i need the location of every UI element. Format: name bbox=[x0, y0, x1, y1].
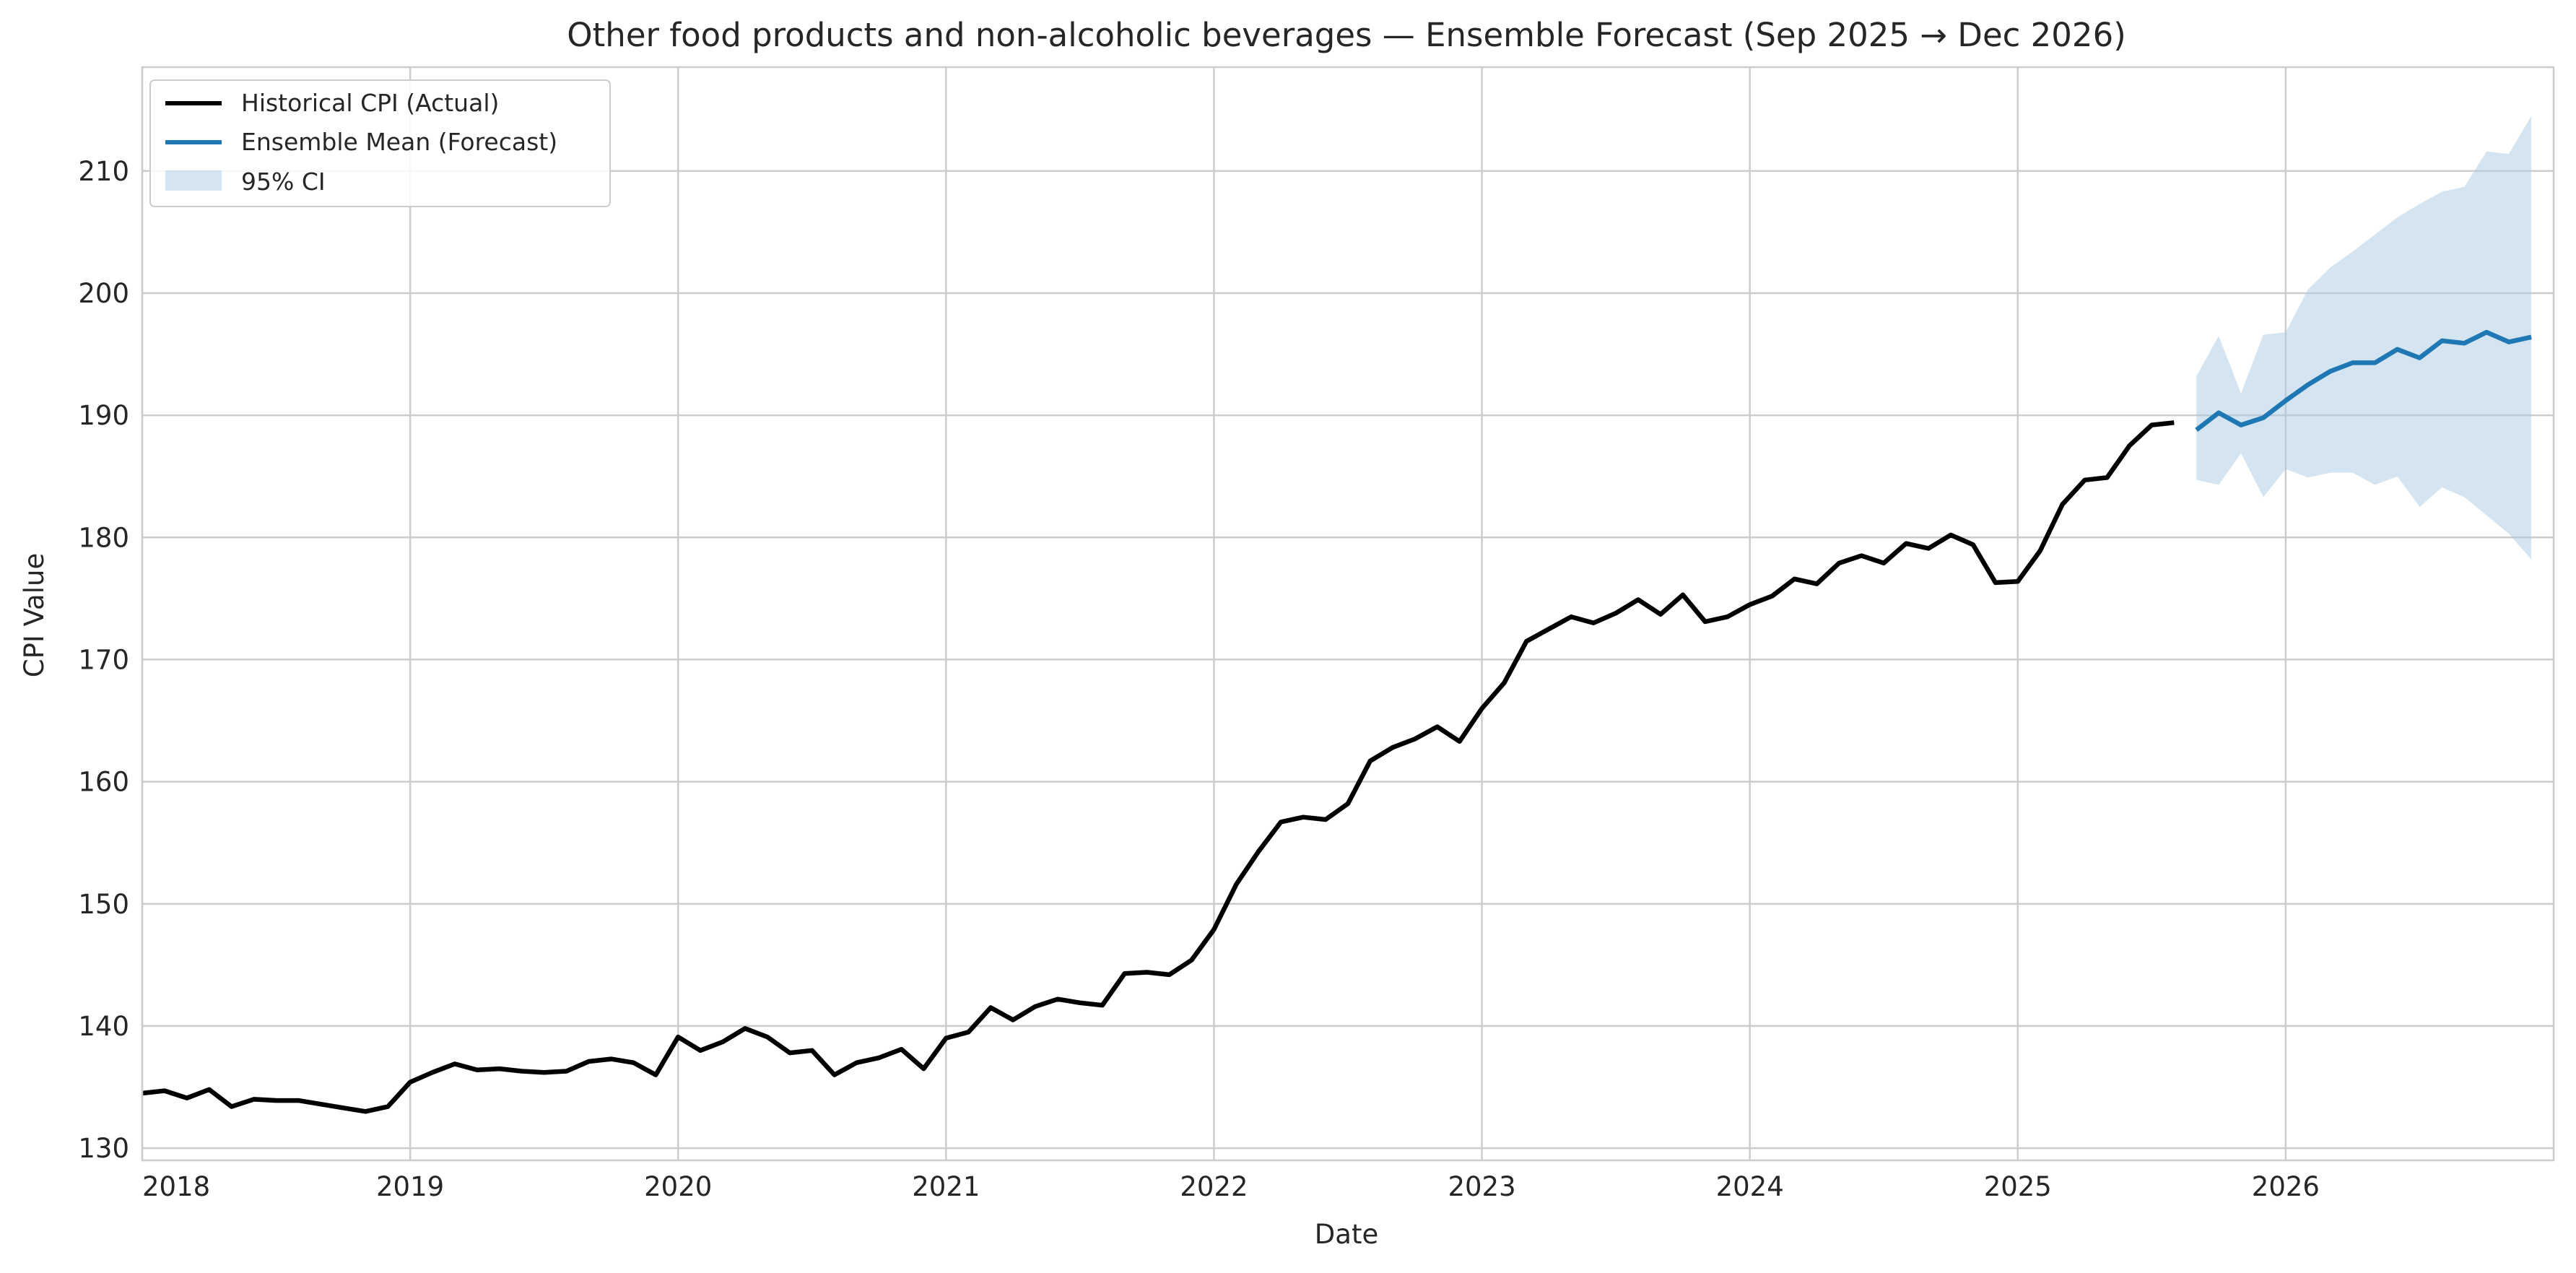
legend-ci-label: 95% CI bbox=[241, 168, 326, 196]
plot-background bbox=[142, 67, 2554, 1160]
chart-title: Other food products and non-alcoholic be… bbox=[567, 16, 2126, 54]
ensemble-mean-line bbox=[2195, 329, 2532, 432]
x-tick-label: 2023 bbox=[1448, 1171, 1515, 1202]
x-tick-label: 2020 bbox=[644, 1171, 712, 1202]
confidence-interval-band bbox=[2196, 116, 2532, 560]
x-axis-ticks: 2018 2019 2020 2021 2022 2023 2024 2025 2026 bbox=[142, 1171, 2320, 1202]
y-axis-ticks: 130 140 150 160 170 180 190 200 210 bbox=[78, 156, 129, 1164]
legend-box bbox=[149, 79, 611, 207]
x-tick-label: 2024 bbox=[1716, 1171, 1784, 1202]
y-tick-label: 170 bbox=[78, 644, 129, 675]
y-tick-label: 150 bbox=[78, 889, 129, 920]
x-tick-label: 2022 bbox=[1180, 1171, 1248, 1202]
x-axis-label: Date bbox=[1315, 1219, 1378, 1250]
y-tick-label: 160 bbox=[78, 767, 129, 798]
x-tick-label: 2019 bbox=[376, 1171, 444, 1202]
y-tick-label: 180 bbox=[78, 522, 129, 553]
y-tick-label: 210 bbox=[78, 156, 129, 187]
legend-historical-label: Historical CPI (Actual) bbox=[241, 89, 499, 117]
y-tick-label: 130 bbox=[78, 1133, 129, 1164]
x-tick-label: 2025 bbox=[1984, 1171, 2052, 1202]
x-tick-label: 2018 bbox=[142, 1171, 210, 1202]
x-tick-label: 2021 bbox=[912, 1171, 980, 1202]
legend: Historical CPI (Actual) Ensemble Mean (F… bbox=[149, 79, 611, 207]
legend-ci-swatch bbox=[165, 170, 222, 191]
y-axis-label: CPI Value bbox=[19, 553, 50, 677]
y-tick-label: 190 bbox=[78, 400, 129, 431]
y-tick-label: 200 bbox=[78, 278, 129, 309]
plot-frame bbox=[141, 66, 2555, 1162]
historical-cpi-line bbox=[142, 420, 2175, 1114]
legend-forecast-label: Ensemble Mean (Forecast) bbox=[241, 128, 557, 156]
y-tick-label: 140 bbox=[78, 1011, 129, 1042]
x-tick-label: 2026 bbox=[2252, 1171, 2320, 1202]
plot-area bbox=[141, 66, 2555, 1162]
